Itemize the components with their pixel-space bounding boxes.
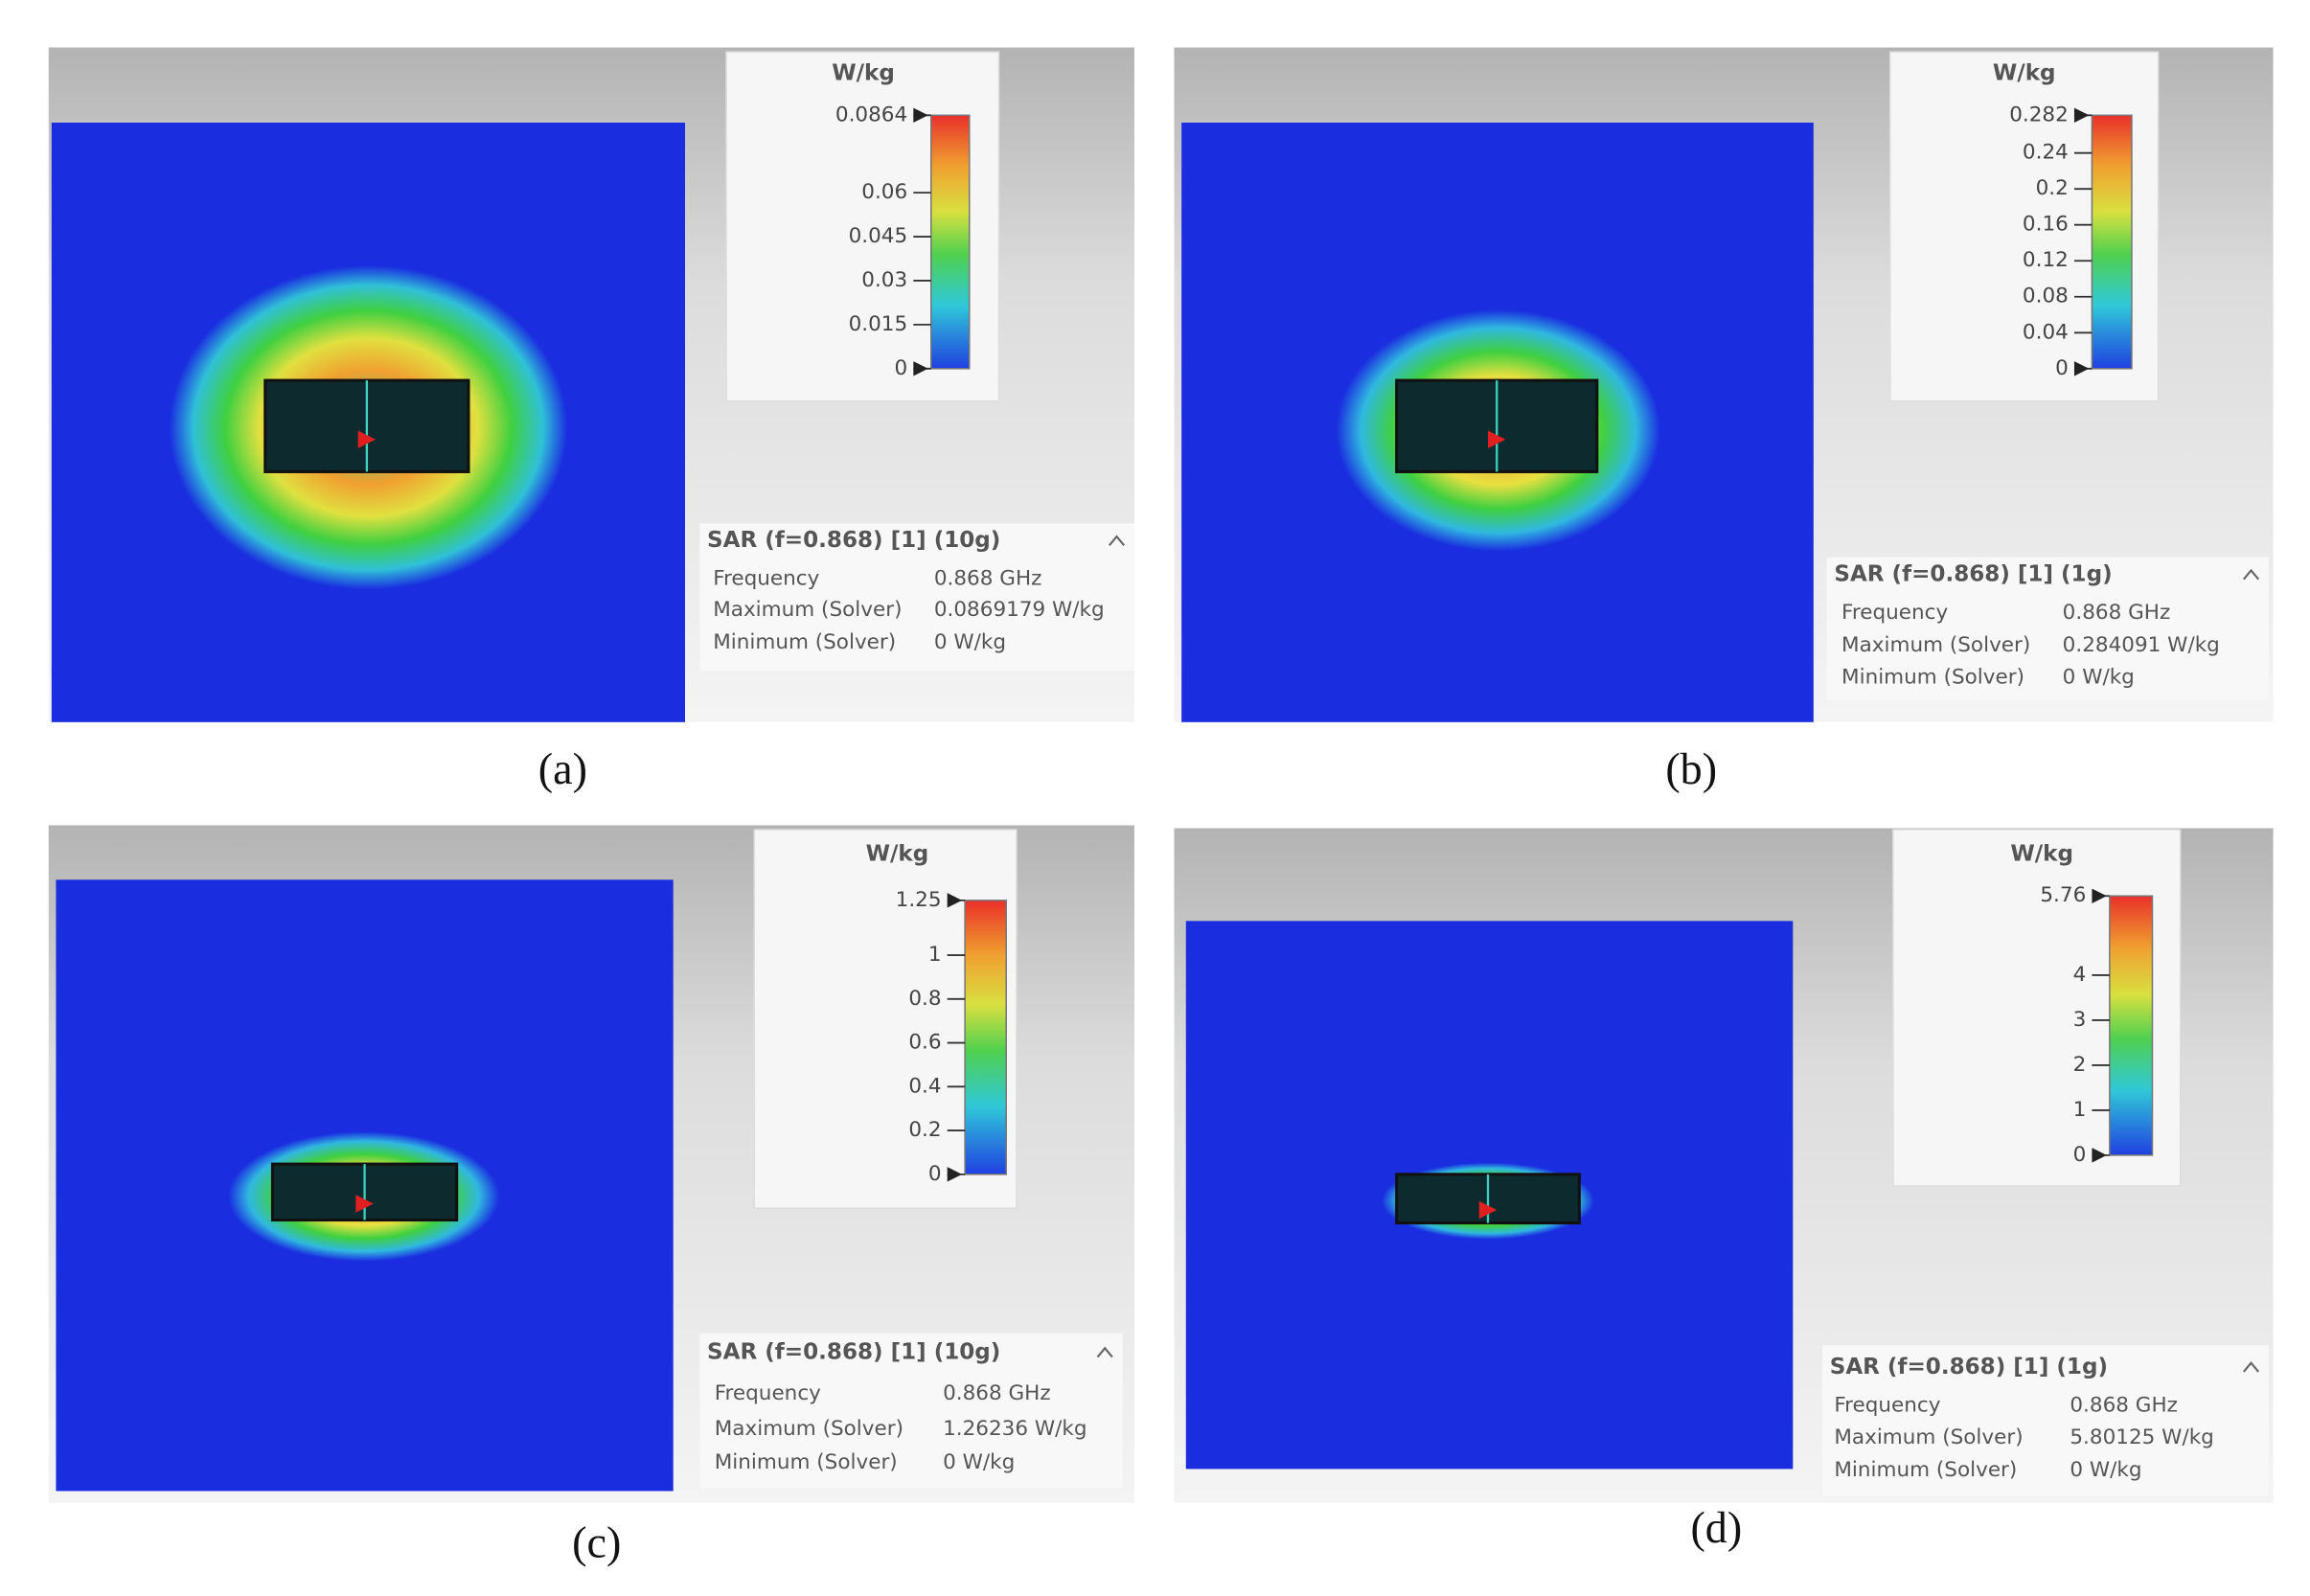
info-key: Maximum (Solver) bbox=[715, 1417, 903, 1441]
colorbar-tick-label: 0 bbox=[2055, 356, 2069, 380]
panel-label: (a) bbox=[538, 744, 587, 793]
info-box bbox=[699, 1333, 1123, 1489]
collapse-icon bbox=[2242, 1360, 2260, 1373]
info-key: Maximum (Solver) bbox=[1834, 1425, 2023, 1449]
panel-label: (d) bbox=[1690, 1503, 1742, 1552]
port-marker bbox=[355, 1195, 374, 1213]
port-marker bbox=[1478, 1200, 1498, 1220]
colorbar-tick-label: 0.08 bbox=[2023, 285, 2069, 308]
collapse-icon bbox=[2242, 568, 2260, 581]
port-marker bbox=[357, 430, 377, 448]
colorbar-tick-label: 0.03 bbox=[861, 268, 907, 292]
info-value: 0.284091 W/kg bbox=[2063, 633, 2220, 657]
colorbar-tick-label: 0.045 bbox=[849, 224, 908, 248]
info-value: 0 W/kg bbox=[2070, 1458, 2141, 1482]
colorbar-tick-label: 0.12 bbox=[2023, 248, 2069, 272]
panel-label: (b) bbox=[1665, 744, 1717, 793]
info-title: SAR (f=0.868) [1] (1g) bbox=[1834, 562, 2112, 587]
colorbar-tick-label: 5.76 bbox=[2040, 883, 2086, 907]
info-box bbox=[1826, 557, 2269, 700]
colorbar-tick-label: 2 bbox=[2073, 1053, 2087, 1077]
info-key: Minimum (Solver) bbox=[713, 630, 896, 654]
info-value: 0 W/kg bbox=[934, 630, 1006, 654]
info-box bbox=[699, 523, 1134, 671]
colorbar-tick-label: 0.6 bbox=[908, 1031, 941, 1055]
colorbar-tick-label: 0.06 bbox=[861, 180, 907, 204]
colorbar-unit: W/kg bbox=[1993, 61, 2056, 86]
info-value: 1.26236 W/kg bbox=[943, 1417, 1086, 1441]
colorbar-tick-label: 1.25 bbox=[896, 888, 942, 912]
colorbar-tick-label: 4 bbox=[2073, 963, 2087, 987]
max-marker bbox=[913, 107, 928, 123]
colorbar-tick-label: 0.282 bbox=[2009, 103, 2069, 126]
min-marker bbox=[2092, 1148, 2107, 1163]
port-marker bbox=[1488, 430, 1506, 448]
colorbar-tick-label: 0 bbox=[928, 1162, 942, 1186]
colorbar-tick-label: 0.04 bbox=[2023, 320, 2069, 344]
info-title: SAR (f=0.868) [1] (10g) bbox=[707, 528, 1000, 553]
info-value: 0.0869179 W/kg bbox=[934, 598, 1105, 622]
max-marker bbox=[947, 893, 963, 908]
colorbar-tick-label: 0.8 bbox=[908, 987, 941, 1011]
colorbar bbox=[2091, 114, 2133, 370]
collapse-icon bbox=[1109, 535, 1126, 546]
colorbar-tick-label: 1 bbox=[2073, 1098, 2087, 1122]
colorbar-tick-label: 0 bbox=[2073, 1143, 2087, 1167]
colorbar bbox=[964, 900, 1007, 1175]
info-value: 0.868 GHz bbox=[2063, 601, 2171, 625]
info-key: Minimum (Solver) bbox=[1841, 666, 2024, 690]
colorbar-tick-label: 0 bbox=[894, 356, 907, 380]
info-value: 0 W/kg bbox=[943, 1450, 1015, 1474]
info-key: Minimum (Solver) bbox=[715, 1450, 898, 1474]
info-key: Frequency bbox=[713, 567, 819, 591]
colorbar-tick-label: 1 bbox=[928, 943, 942, 967]
info-value: 0.868 GHz bbox=[943, 1381, 1051, 1405]
info-key: Maximum (Solver) bbox=[1841, 633, 2030, 657]
info-key: Frequency bbox=[1834, 1393, 1940, 1417]
info-title: SAR (f=0.868) [1] (10g) bbox=[707, 1339, 1000, 1364]
colorbar-unit: W/kg bbox=[2010, 842, 2073, 867]
info-value: 5.80125 W/kg bbox=[2070, 1425, 2213, 1449]
info-key: Frequency bbox=[715, 1381, 821, 1405]
info-key: Minimum (Solver) bbox=[1834, 1458, 2017, 1482]
colorbar-tick-label: 0.4 bbox=[908, 1074, 941, 1098]
colorbar-tick-label: 0.2 bbox=[2036, 176, 2069, 200]
colorbar-tick-label: 0.015 bbox=[849, 312, 908, 336]
max-marker bbox=[2073, 107, 2090, 123]
info-value: 0.868 GHz bbox=[934, 567, 1042, 591]
colorbar bbox=[2109, 895, 2154, 1156]
info-title: SAR (f=0.868) [1] (1g) bbox=[1830, 1355, 2108, 1379]
panel-label: (c) bbox=[572, 1517, 621, 1566]
colorbar-tick-label: 0.2 bbox=[908, 1118, 941, 1142]
colorbar-unit: W/kg bbox=[866, 842, 929, 867]
colorbar-unit: W/kg bbox=[832, 61, 895, 86]
min-marker bbox=[947, 1167, 963, 1182]
colorbar-tick-label: 0.0864 bbox=[835, 103, 907, 126]
colorbar-tick-label: 0.16 bbox=[2023, 213, 2069, 237]
colorbar bbox=[930, 114, 971, 370]
min-marker bbox=[913, 361, 928, 376]
min-marker bbox=[2073, 361, 2090, 376]
colorbar-tick-label: 3 bbox=[2073, 1008, 2087, 1032]
info-key: Maximum (Solver) bbox=[713, 598, 902, 622]
info-box bbox=[1822, 1345, 2269, 1496]
collapse-icon bbox=[1096, 1346, 1113, 1358]
info-value: 0.868 GHz bbox=[2070, 1393, 2178, 1417]
info-key: Frequency bbox=[1841, 601, 1948, 625]
info-value: 0 W/kg bbox=[2063, 666, 2135, 690]
colorbar-tick-label: 0.24 bbox=[2023, 141, 2069, 165]
max-marker bbox=[2092, 888, 2107, 903]
